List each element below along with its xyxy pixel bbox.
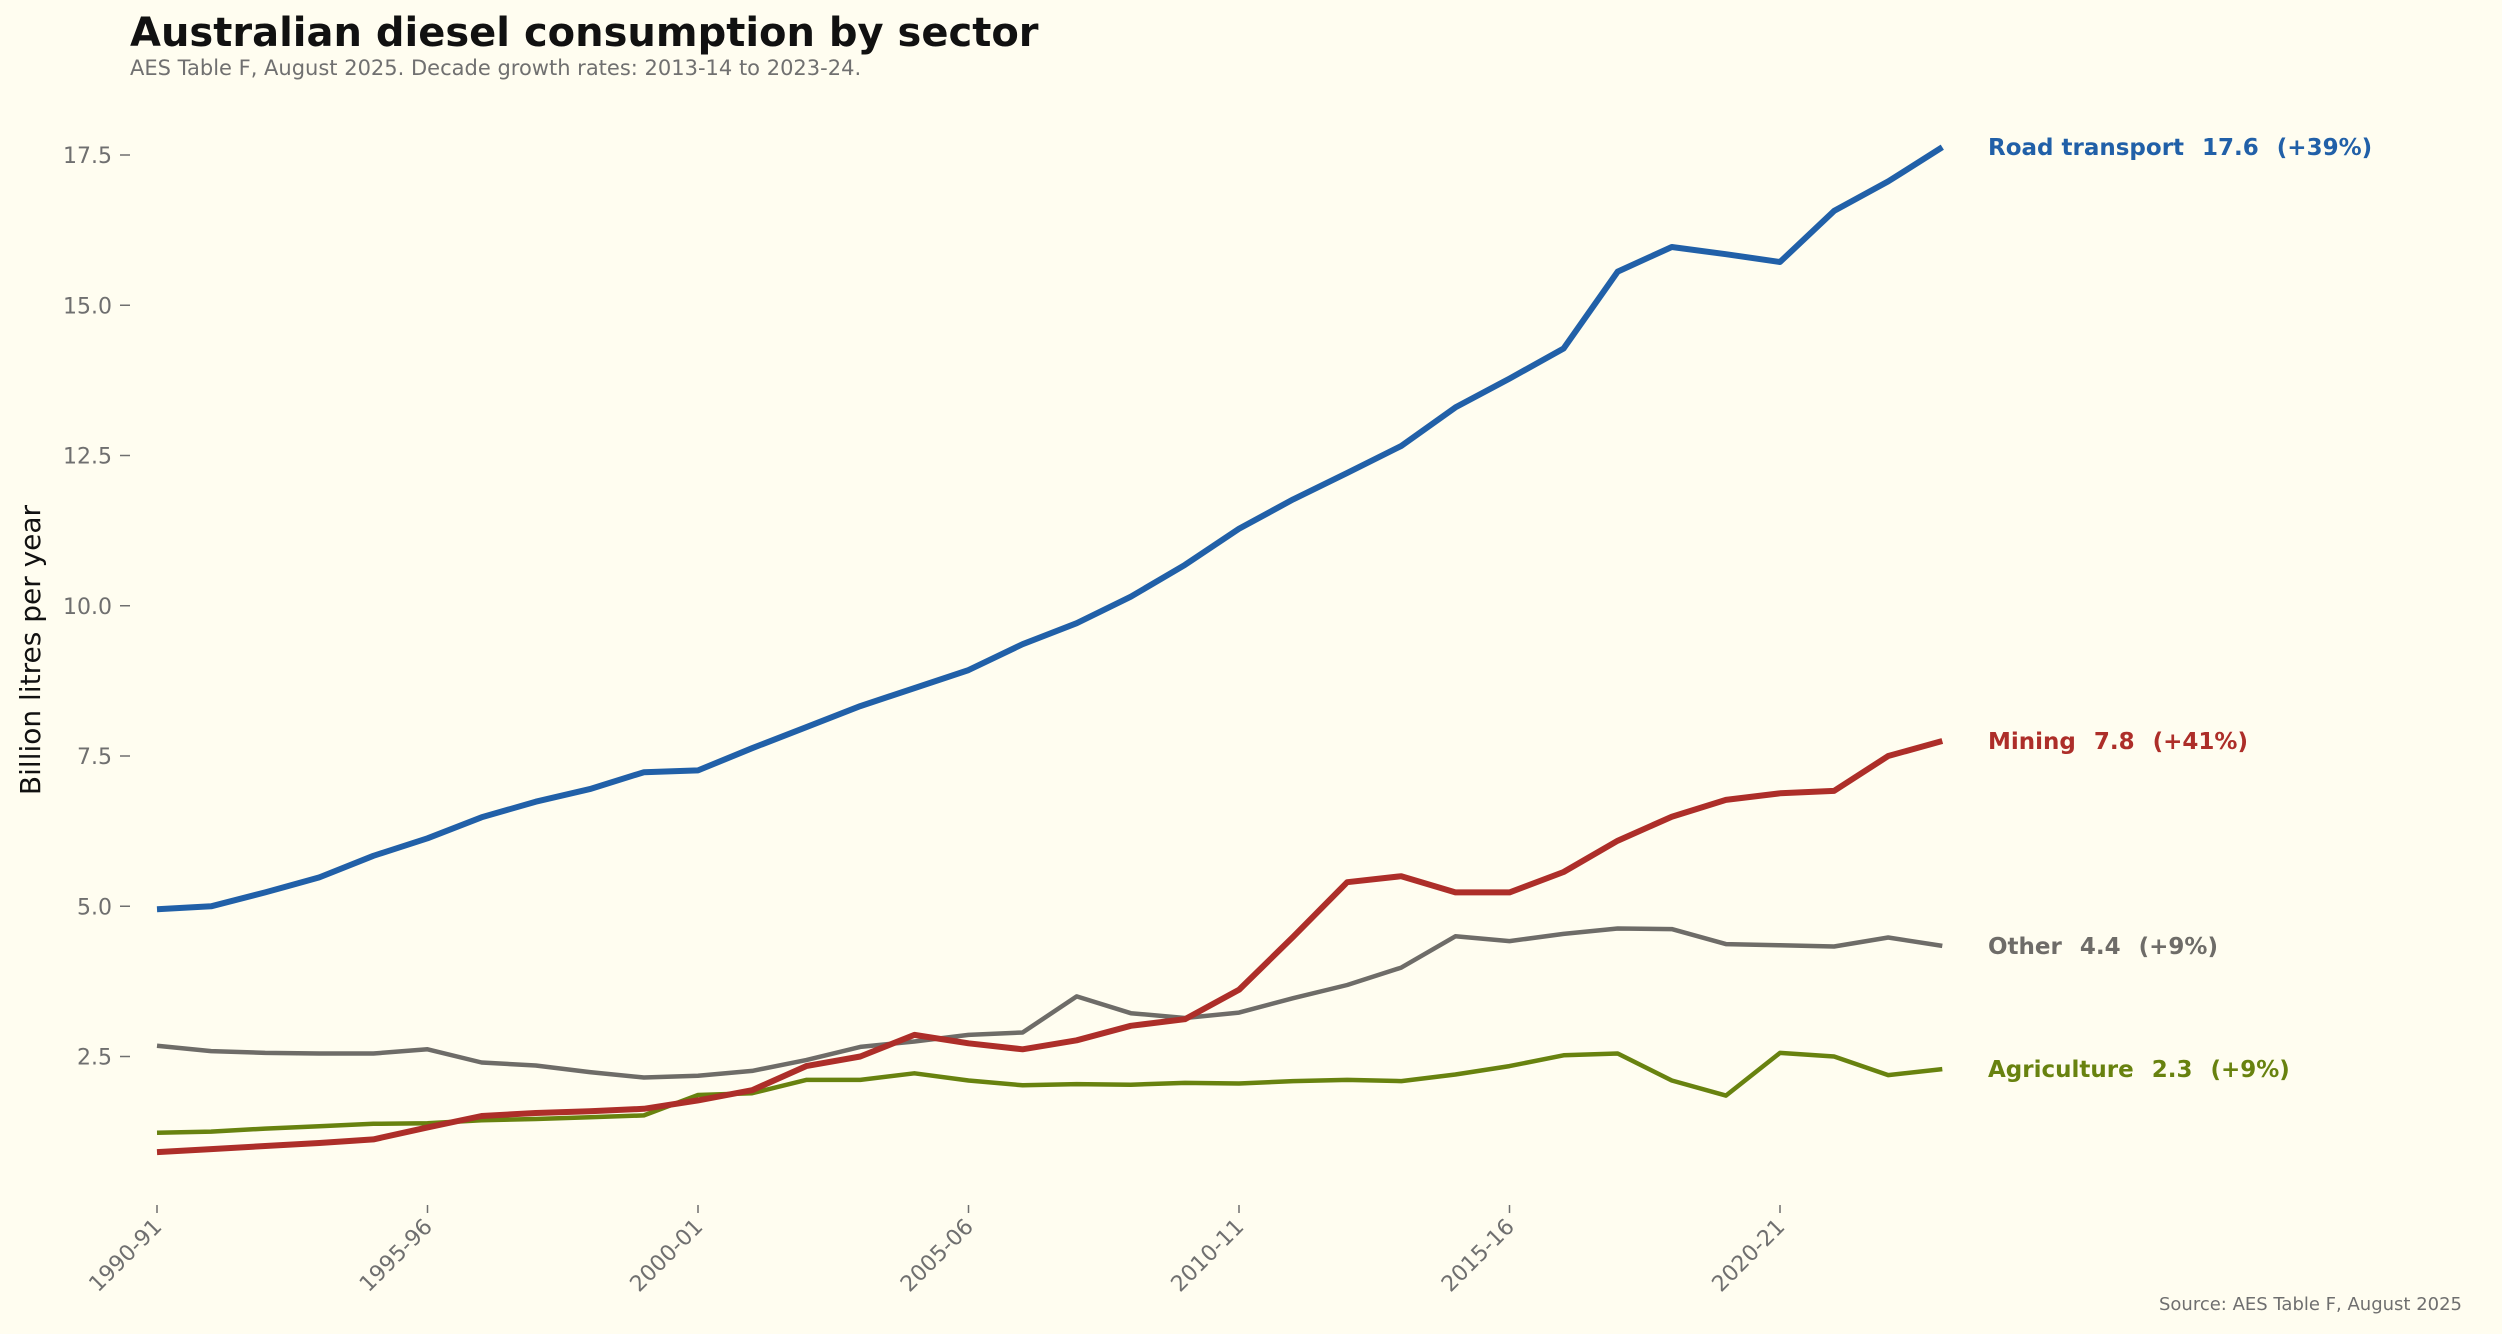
end-label-mining: Mining 7.8 (+41%) — [1988, 729, 2248, 755]
x-tick-label: 2005-06 — [896, 1215, 979, 1298]
y-tick-label: 12.5 — [63, 445, 112, 470]
x-tick-label: 2000-01 — [626, 1215, 709, 1298]
end-label-other: Other 4.4 (+9%) — [1988, 934, 2218, 960]
x-tick-label: 1990-91 — [85, 1215, 168, 1298]
y-tick-label: 17.5 — [63, 144, 112, 169]
y-tick-label: 10.0 — [63, 595, 112, 620]
source-note: Source: AES Table F, August 2025 — [2158, 1294, 2462, 1315]
series-line-agriculture — [156, 1050, 1943, 1136]
chart-title: Australian diesel consumption by sector — [130, 10, 1039, 56]
y-tick-label: 2.5 — [77, 1046, 112, 1071]
x-tick-label: 2020-21 — [1708, 1215, 1791, 1298]
series-line-mining — [156, 738, 1944, 1156]
x-tick-label: 2015-16 — [1437, 1215, 1520, 1298]
series-end-labels: Road transport 17.6 (+39%) Mining 7.8 (+41%) O… — [1988, 135, 2372, 1083]
x-axis: 1990-91 1995-96 2000-01 2005-06 2010-11 2015-… — [85, 1205, 1791, 1298]
y-axis-label: Billion litres per year — [14, 504, 47, 795]
series-line-other — [156, 926, 1943, 1080]
end-label-road-transport: Road transport 17.6 (+39%) — [1988, 135, 2372, 161]
x-tick-label: 2010-11 — [1167, 1215, 1250, 1298]
y-tick-label: 5.0 — [77, 895, 112, 920]
chart-subtitle: AES Table F, August 2025. Decade growth … — [130, 56, 862, 80]
y-tick-label: 7.5 — [77, 745, 112, 770]
x-tick-label: 1995-96 — [355, 1215, 438, 1298]
end-label-agriculture: Agriculture 2.3 (+9%) — [1988, 1057, 2290, 1083]
series-line-road-transport — [156, 144, 1944, 913]
y-axis: 2.5 5.0 7.5 10.0 12.5 15.0 17.5 — [63, 144, 130, 1071]
y-tick-label: 15.0 — [63, 294, 112, 319]
series-lines — [156, 144, 1944, 1156]
